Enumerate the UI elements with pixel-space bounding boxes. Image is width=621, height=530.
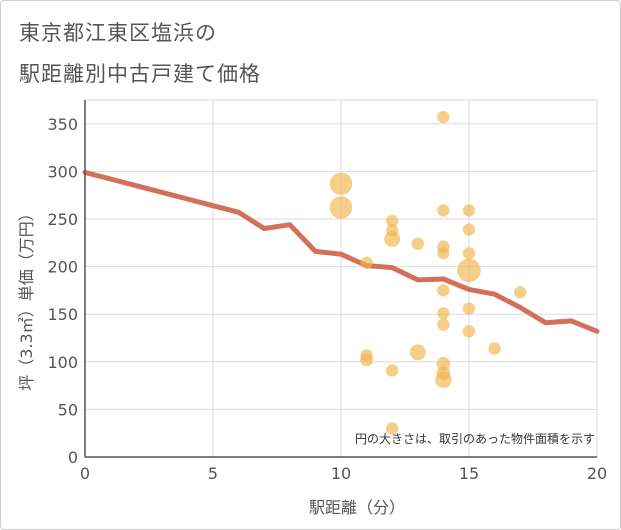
y-tick-label: 150 xyxy=(47,305,78,324)
y-tick-label: 0 xyxy=(68,448,78,467)
bubble-point xyxy=(462,325,476,338)
bubble-point xyxy=(329,196,353,219)
bubble-point xyxy=(435,371,452,389)
trend-line xyxy=(82,169,600,334)
bubble-point xyxy=(437,204,450,217)
bubble-point xyxy=(437,318,450,331)
x-tick-label: 10 xyxy=(331,464,351,483)
trend-line-layer xyxy=(82,169,600,334)
bubble-point xyxy=(360,353,374,367)
bubble-point xyxy=(462,247,476,260)
y-tick-label: 300 xyxy=(47,162,78,181)
x-tick-label: 0 xyxy=(80,464,90,483)
bubble-point xyxy=(409,344,426,361)
x-axis-label: 駅距離（分） xyxy=(309,498,405,517)
bubble-point xyxy=(386,364,399,377)
bubble-point xyxy=(384,231,401,247)
axes xyxy=(84,100,597,458)
x-tick-label: 5 xyxy=(208,464,218,483)
bubble-point xyxy=(386,422,399,435)
y-tick-label: 200 xyxy=(47,258,78,277)
bubble-point xyxy=(462,302,476,315)
y-tick-label: 50 xyxy=(58,400,78,419)
y-axis-label: 坪（3.3㎡）単価（万円） xyxy=(17,205,36,390)
bubble-point xyxy=(488,342,501,355)
bubble-point xyxy=(360,256,373,269)
bubble-point xyxy=(457,258,481,283)
bubble-point xyxy=(462,204,476,217)
bubble-point xyxy=(437,247,450,260)
chart-title-line-2: 駅距離別中古戸建て価格 xyxy=(19,62,261,86)
x-tick-label: 20 xyxy=(587,464,607,483)
y-tick-label: 350 xyxy=(47,115,78,134)
bubble-layer xyxy=(329,110,527,435)
bubble-point xyxy=(437,284,450,297)
y-tick-label: 100 xyxy=(47,353,78,372)
bubble-point xyxy=(436,356,451,371)
bubble-point xyxy=(386,214,399,228)
bubble-point xyxy=(437,307,450,320)
grid xyxy=(84,99,598,458)
x-tick-label: 15 xyxy=(459,464,479,483)
chart-title-line-1: 東京都江東区塩浜の xyxy=(19,21,217,45)
size-note: 円の大きさは、取引のあった物件面積を示す xyxy=(355,431,595,446)
bubble-point xyxy=(329,172,353,196)
bubble-point xyxy=(437,110,450,124)
bubble-point xyxy=(514,286,527,299)
bubble-point xyxy=(411,237,424,250)
bubble-point xyxy=(462,223,476,236)
y-tick-label: 250 xyxy=(47,210,78,229)
